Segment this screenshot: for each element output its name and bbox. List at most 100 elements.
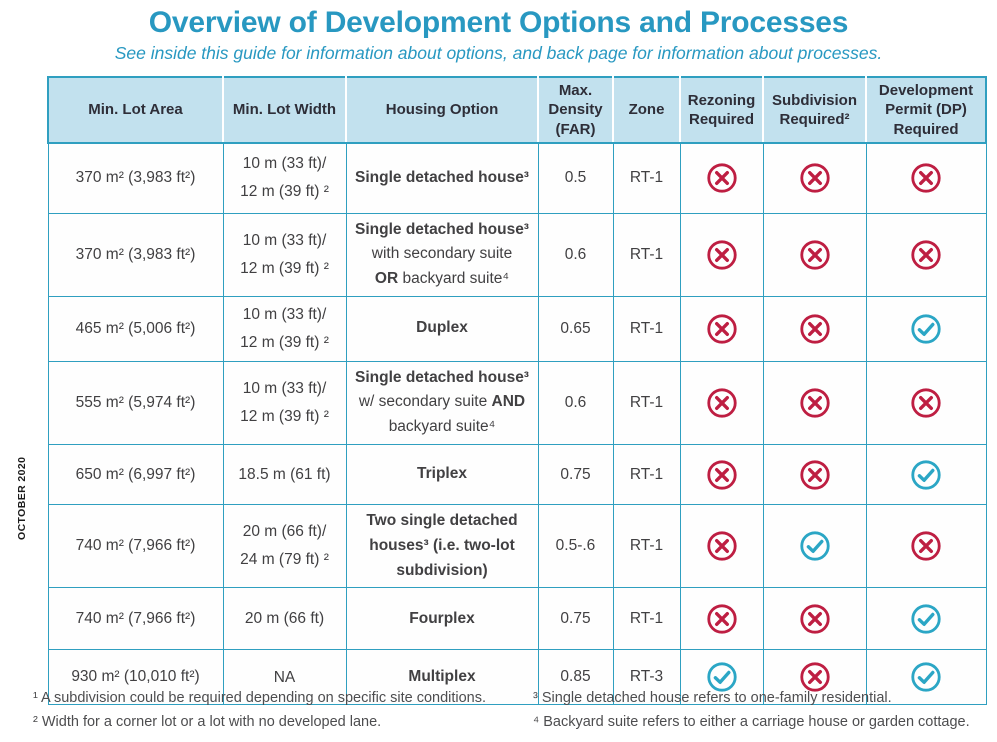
min-lot-width-cell: 10 m (33 ft)/ 12 m (39 ft) ² <box>222 360 347 446</box>
max-density-cell: 0.5 <box>537 142 614 214</box>
housing-option-cell: Multiplex <box>345 649 539 706</box>
page-subtitle: See inside this guide for information ab… <box>114 43 883 63</box>
housing-option-text: Single detached house³ <box>355 220 529 238</box>
housing-option-cell: Triplex <box>345 444 539 506</box>
cross-icon <box>687 529 757 563</box>
rezoning-status-cell <box>679 587 764 651</box>
min-lot-width-cell: 20 m (66 ft) <box>222 587 347 651</box>
min-lot-width-cell: 10 m (33 ft)/ 12 m (39 ft) ² <box>222 212 347 297</box>
zone-cell: RT-1 <box>612 295 681 362</box>
check-icon <box>770 529 860 563</box>
rezoning-status-cell <box>679 360 764 446</box>
cross-icon <box>687 386 757 420</box>
housing-option-text: Triplex <box>417 465 467 483</box>
subdivision-status-cell <box>762 360 867 446</box>
check-icon <box>873 602 980 636</box>
cross-icon <box>687 238 757 272</box>
min-lot-area-cell: 555 m² (5,974 ft²) <box>47 360 224 446</box>
dp-status-cell <box>865 587 987 651</box>
development-options-table: Min. Lot Area Min. Lot Width Housing Opt… <box>47 76 987 706</box>
header-subdivision-required: Subdivision Required² <box>762 76 867 144</box>
max-density-cell: 0.5-.6 <box>537 504 614 589</box>
housing-option-text: w/ secondary suite <box>358 393 488 411</box>
min-lot-width-cell: 18.5 m (61 ft) <box>222 444 347 506</box>
subdivision-status-cell <box>762 587 867 651</box>
dp-status-cell <box>865 295 987 362</box>
table-row: 650 m² (6,997 ft²) 18.5 m (61 ft) Triplex 0… <box>47 444 987 506</box>
housing-option-text: OR <box>374 270 399 288</box>
housing-option-cell: Single detached house³ w/ secondary suit… <box>345 360 539 446</box>
footnote-4: ⁴ Backyard suite refers to either a carr… <box>533 714 970 730</box>
max-density-cell: 0.6 <box>537 212 614 297</box>
housing-option-text: backyard suite⁴ <box>398 270 510 288</box>
cross-icon <box>687 602 757 636</box>
rezoning-status-cell <box>679 142 764 214</box>
housing-option-text: AND <box>491 393 526 411</box>
zone-cell: RT-1 <box>612 142 681 214</box>
rezoning-status-cell <box>679 212 764 297</box>
min-lot-width-cell: 10 m (33 ft)/ 12 m (39 ft) ² <box>222 295 347 362</box>
subdivision-status-cell <box>762 212 867 297</box>
housing-option-cell: Fourplex <box>345 587 539 651</box>
page-title: Overview of Development Options and Proc… <box>148 6 849 39</box>
cross-icon <box>873 529 980 563</box>
subdivision-status-cell <box>762 142 867 214</box>
max-density-cell: 0.85 <box>537 649 614 706</box>
housing-option-text: Two single detached houses³ (i.e. two-lo… <box>366 512 518 579</box>
cross-icon <box>873 386 980 420</box>
dp-status-cell <box>865 649 987 706</box>
rezoning-status-cell <box>679 444 764 506</box>
housing-option-text: Multiplex <box>408 668 476 686</box>
max-density-cell: 0.65 <box>537 295 614 362</box>
max-density-cell: 0.75 <box>537 587 614 651</box>
zone-cell: RT-1 <box>612 360 681 446</box>
table-row: 930 m² (10,010 ft²) NA Multiplex 0.85 RT-3 <box>47 649 987 706</box>
cross-icon <box>873 161 980 195</box>
rezoning-status-cell <box>679 504 764 589</box>
min-lot-area-cell: 930 m² (10,010 ft²) <box>47 649 224 706</box>
min-lot-area-cell: 370 m² (3,983 ft²) <box>47 142 224 214</box>
cross-icon <box>687 312 757 346</box>
dp-status-cell <box>865 504 987 589</box>
zone-cell: RT-1 <box>612 444 681 506</box>
date-label: OCTOBER 2020 <box>16 456 28 540</box>
min-lot-width-cell: 10 m (33 ft)/ 12 m (39 ft) ² <box>222 142 347 214</box>
table-row: 740 m² (7,966 ft²) 20 m (66 ft)/ 24 m (79… <box>47 504 987 589</box>
cross-icon <box>770 312 860 346</box>
dp-status-cell <box>865 444 987 506</box>
min-lot-area-cell: 370 m² (3,983 ft²) <box>47 212 224 297</box>
housing-option-cell: Two single detached houses³ (i.e. two-lo… <box>345 504 539 589</box>
cross-icon <box>770 602 860 636</box>
cross-icon <box>770 458 860 492</box>
max-density-cell: 0.75 <box>537 444 614 506</box>
dp-status-cell <box>865 360 987 446</box>
table-row: 555 m² (5,974 ft²) 10 m (33 ft)/ 12 m (39… <box>47 360 987 446</box>
subdivision-status-cell <box>762 504 867 589</box>
housing-option-text: backyard suite⁴ <box>388 418 496 436</box>
check-icon <box>873 660 980 694</box>
header-min-lot-area: Min. Lot Area <box>47 76 224 144</box>
zone-cell: RT-1 <box>612 212 681 297</box>
zone-cell: RT-1 <box>612 504 681 589</box>
header-housing-option: Housing Option <box>345 76 539 144</box>
cross-icon <box>770 238 860 272</box>
footnote-2: ² Width for a corner lot or a lot with n… <box>33 714 382 730</box>
subdivision-status-cell <box>762 649 867 706</box>
header-row: Min. Lot Area Min. Lot Width Housing Opt… <box>47 76 987 144</box>
dp-status-cell <box>865 142 987 214</box>
housing-option-text: Single detached house³ <box>355 368 529 386</box>
housing-option-cell: Duplex <box>345 295 539 362</box>
housing-option-text: Single detached house³ <box>355 168 529 186</box>
rezoning-status-cell <box>679 295 764 362</box>
zone-cell: RT-3 <box>612 649 681 706</box>
header-development-permit-required: Development Permit (DP) Required <box>865 76 987 144</box>
table-row: 740 m² (7,966 ft²) 20 m (66 ft) Fourplex 0.… <box>47 587 987 651</box>
housing-option-cell: Single detached house³ <box>345 142 539 214</box>
header-zone: Zone <box>612 76 681 144</box>
header-min-lot-width: Min. Lot Width <box>222 76 347 144</box>
footnote-3: ³ Single detached house refers to one-fa… <box>533 690 892 706</box>
table-body: 370 m² (3,983 ft²) 10 m (33 ft)/ 12 m (39… <box>47 142 987 706</box>
header-rezoning-required: Rezoning Required <box>679 76 764 144</box>
max-density-cell: 0.6 <box>537 360 614 446</box>
